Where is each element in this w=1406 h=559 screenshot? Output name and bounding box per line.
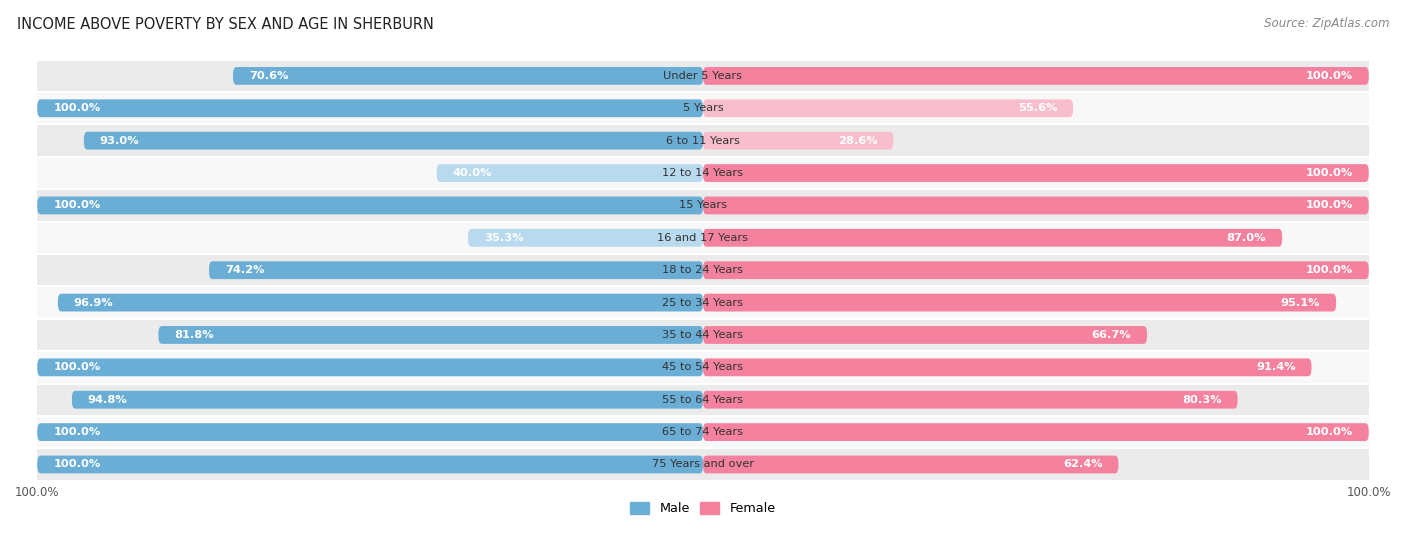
Bar <box>37 286 1369 319</box>
FancyBboxPatch shape <box>703 197 1369 214</box>
FancyBboxPatch shape <box>37 423 703 441</box>
Text: 70.6%: 70.6% <box>249 71 288 81</box>
Text: 74.2%: 74.2% <box>225 265 264 275</box>
Text: 35.3%: 35.3% <box>484 233 523 243</box>
FancyBboxPatch shape <box>72 391 703 409</box>
Bar <box>37 190 1369 221</box>
Text: 94.8%: 94.8% <box>87 395 128 405</box>
Text: Under 5 Years: Under 5 Years <box>664 71 742 81</box>
FancyBboxPatch shape <box>703 326 1147 344</box>
FancyBboxPatch shape <box>58 293 703 311</box>
Text: 100.0%: 100.0% <box>1306 71 1353 81</box>
Text: 62.4%: 62.4% <box>1063 459 1102 470</box>
Legend: Male, Female: Male, Female <box>626 498 780 520</box>
Text: 5 Years: 5 Years <box>683 103 723 113</box>
Bar <box>37 254 1369 286</box>
FancyBboxPatch shape <box>703 293 1336 311</box>
FancyBboxPatch shape <box>209 261 703 279</box>
Bar <box>37 92 1369 125</box>
FancyBboxPatch shape <box>37 456 703 473</box>
Text: 66.7%: 66.7% <box>1091 330 1130 340</box>
FancyBboxPatch shape <box>703 100 1073 117</box>
Text: 100.0%: 100.0% <box>53 362 100 372</box>
Bar <box>37 416 1369 448</box>
Bar <box>37 60 1369 92</box>
Text: 55.6%: 55.6% <box>1018 103 1057 113</box>
Text: 100.0%: 100.0% <box>53 103 100 113</box>
FancyBboxPatch shape <box>703 164 1369 182</box>
Bar <box>37 383 1369 416</box>
Text: 80.3%: 80.3% <box>1182 395 1222 405</box>
FancyBboxPatch shape <box>84 132 703 150</box>
Text: INCOME ABOVE POVERTY BY SEX AND AGE IN SHERBURN: INCOME ABOVE POVERTY BY SEX AND AGE IN S… <box>17 17 433 32</box>
Text: 91.4%: 91.4% <box>1256 362 1295 372</box>
Text: 100.0%: 100.0% <box>53 201 100 210</box>
Text: 16 and 17 Years: 16 and 17 Years <box>658 233 748 243</box>
Text: 6 to 11 Years: 6 to 11 Years <box>666 136 740 146</box>
Text: 25 to 34 Years: 25 to 34 Years <box>662 297 744 307</box>
FancyBboxPatch shape <box>703 261 1369 279</box>
Text: 75 Years and over: 75 Years and over <box>652 459 754 470</box>
Bar <box>37 319 1369 351</box>
FancyBboxPatch shape <box>703 132 893 150</box>
Text: 100.0%: 100.0% <box>53 427 100 437</box>
Text: 28.6%: 28.6% <box>838 136 877 146</box>
FancyBboxPatch shape <box>233 67 703 85</box>
FancyBboxPatch shape <box>37 197 703 214</box>
FancyBboxPatch shape <box>703 456 1118 473</box>
Text: 95.1%: 95.1% <box>1281 297 1320 307</box>
FancyBboxPatch shape <box>37 100 703 117</box>
Text: 100.0%: 100.0% <box>53 459 100 470</box>
Text: 45 to 54 Years: 45 to 54 Years <box>662 362 744 372</box>
FancyBboxPatch shape <box>437 164 703 182</box>
Text: 55 to 64 Years: 55 to 64 Years <box>662 395 744 405</box>
FancyBboxPatch shape <box>703 391 1237 409</box>
Text: 100.0%: 100.0% <box>1306 201 1353 210</box>
FancyBboxPatch shape <box>703 358 1312 376</box>
Bar <box>37 125 1369 157</box>
Text: 93.0%: 93.0% <box>100 136 139 146</box>
FancyBboxPatch shape <box>159 326 703 344</box>
FancyBboxPatch shape <box>468 229 703 247</box>
Text: 96.9%: 96.9% <box>75 297 114 307</box>
Text: 35 to 44 Years: 35 to 44 Years <box>662 330 744 340</box>
Text: 40.0%: 40.0% <box>453 168 492 178</box>
Bar <box>37 221 1369 254</box>
Bar <box>37 351 1369 383</box>
Text: Source: ZipAtlas.com: Source: ZipAtlas.com <box>1264 17 1389 30</box>
Text: 87.0%: 87.0% <box>1226 233 1267 243</box>
Text: 100.0%: 100.0% <box>1306 168 1353 178</box>
FancyBboxPatch shape <box>703 67 1369 85</box>
Text: 100.0%: 100.0% <box>1306 265 1353 275</box>
FancyBboxPatch shape <box>703 423 1369 441</box>
Text: 18 to 24 Years: 18 to 24 Years <box>662 265 744 275</box>
Text: 15 Years: 15 Years <box>679 201 727 210</box>
FancyBboxPatch shape <box>37 358 703 376</box>
Text: 12 to 14 Years: 12 to 14 Years <box>662 168 744 178</box>
Text: 65 to 74 Years: 65 to 74 Years <box>662 427 744 437</box>
Bar <box>37 157 1369 190</box>
Text: 81.8%: 81.8% <box>174 330 214 340</box>
Bar <box>37 448 1369 481</box>
FancyBboxPatch shape <box>703 229 1282 247</box>
Text: 100.0%: 100.0% <box>1306 427 1353 437</box>
